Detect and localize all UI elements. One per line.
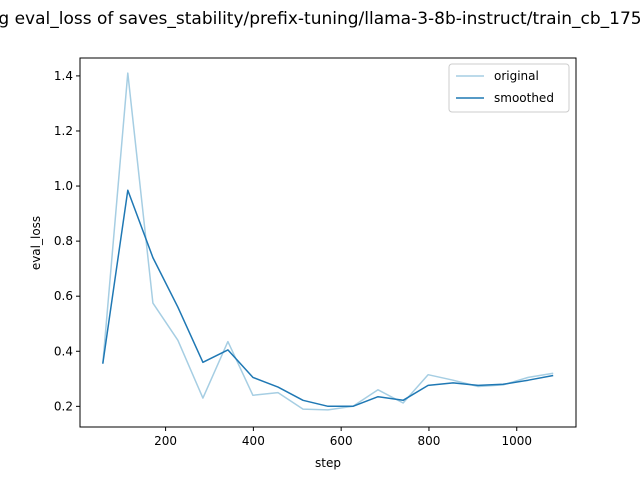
x-tick-label: 600 — [330, 434, 353, 448]
y-tick-label: 0.8 — [54, 234, 73, 248]
legend-label-original: original — [494, 69, 539, 83]
plot-lines — [102, 72, 554, 411]
x-tick-label: 800 — [418, 434, 441, 448]
series-line-smoothed — [102, 189, 554, 408]
chart-title: ng eval_loss of saves_stability/prefix-t… — [0, 9, 640, 29]
x-tick-label: 400 — [242, 434, 265, 448]
legend-label-smoothed: smoothed — [494, 91, 554, 105]
x-tick-label: 200 — [154, 434, 177, 448]
x-axis-label: step — [315, 456, 341, 470]
plot-frame — [79, 57, 577, 428]
y-axis-label: eval_loss — [29, 216, 43, 270]
y-axis-ticks: 0.2 0.4 0.6 0.8 1.0 1.2 1.4 — [54, 69, 80, 413]
y-tick-label: 1.2 — [54, 124, 73, 138]
legend: original smoothed — [448, 63, 570, 113]
y-tick-label: 0.2 — [54, 399, 73, 413]
series-line-original — [102, 72, 554, 411]
y-tick-label: 0.4 — [54, 344, 73, 358]
y-tick-label: 1.0 — [54, 179, 73, 193]
x-tick-label: 1000 — [501, 434, 532, 448]
x-axis-ticks: 200 400 600 800 1000 — [154, 427, 532, 448]
y-tick-label: 1.4 — [54, 69, 73, 83]
y-tick-label: 0.6 — [54, 289, 73, 303]
